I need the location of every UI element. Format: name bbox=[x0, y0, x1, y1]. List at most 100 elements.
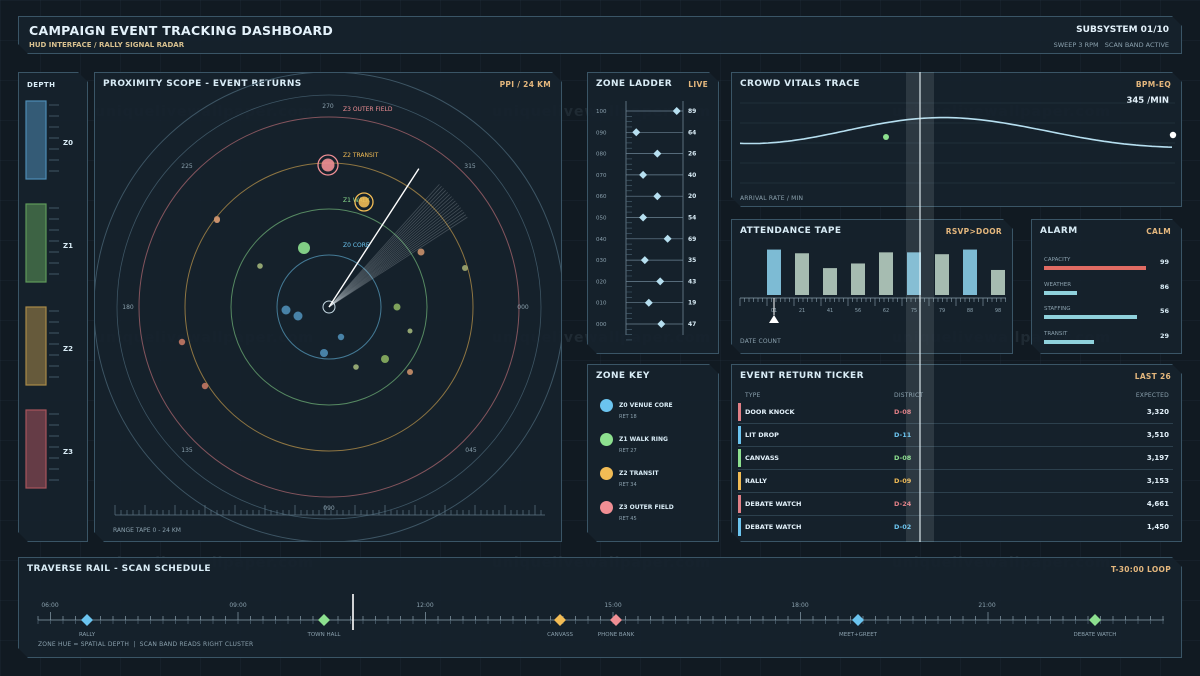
sweep-trail bbox=[329, 208, 461, 307]
radar-blip bbox=[359, 197, 370, 208]
alarm-item-bar bbox=[1044, 315, 1137, 319]
ticker-row-accent bbox=[738, 426, 741, 444]
sweep-trail bbox=[329, 190, 446, 307]
radar-label-transit: Z2 TRANSIT bbox=[343, 152, 379, 159]
attendance-tick-label: 56 bbox=[855, 308, 861, 314]
rail-event-label: CANVASS bbox=[547, 632, 573, 638]
rail-event-marker bbox=[554, 614, 566, 626]
ticker-row-accent bbox=[738, 472, 741, 490]
vitals-tag: BPM-EQ bbox=[1135, 80, 1171, 89]
ladder-marker bbox=[632, 128, 640, 136]
bearing-label: 270 bbox=[322, 103, 334, 110]
ladder-marker bbox=[641, 256, 649, 264]
range-tape-label: RANGE TAPE 0 - 24 KM bbox=[113, 527, 181, 534]
ticker-row-type: LIT DROP bbox=[745, 431, 779, 439]
alarm-item-bar bbox=[1044, 266, 1146, 270]
blip-ring bbox=[355, 193, 373, 211]
attendance-panel: ATTENDANCE TAPE RSVP>DOOR 01214156627579… bbox=[731, 219, 1013, 354]
rail-event-marker bbox=[81, 614, 93, 626]
attendance-tick-label: 98 bbox=[995, 308, 1001, 314]
range-ring-z1 bbox=[231, 209, 427, 405]
sweep-trail bbox=[329, 186, 442, 307]
alarm-item-bar bbox=[1044, 291, 1077, 295]
radar-blip bbox=[298, 242, 310, 254]
radar-blip bbox=[202, 383, 208, 389]
depth-title: DEPTH bbox=[27, 81, 56, 89]
depth-zone-label: Z0 bbox=[63, 139, 73, 147]
sweep-trail bbox=[329, 199, 454, 307]
vitals-title: CROWD VITALS TRACE bbox=[740, 79, 860, 89]
bearing-label: 315 bbox=[464, 163, 476, 170]
ladder-marker bbox=[653, 192, 661, 200]
radar-bezel-inner bbox=[117, 95, 541, 519]
attendance-tick-label: 21 bbox=[799, 308, 805, 314]
ticker-row-accent bbox=[738, 449, 741, 467]
ladder-marker bbox=[664, 235, 672, 243]
zone-key-ret: RET 45 bbox=[619, 516, 637, 522]
attendance-bar bbox=[879, 252, 893, 295]
page-title: CAMPAIGN EVENT TRACKING DASHBOARD bbox=[29, 23, 334, 38]
sweep-beam bbox=[329, 169, 419, 307]
radar-blip bbox=[418, 249, 425, 256]
bearing-label: 045 bbox=[465, 447, 477, 454]
attendance-bar bbox=[767, 250, 781, 295]
radar-tag: PPI / 24 KM bbox=[499, 80, 551, 89]
zone-key-name: Z0 VENUE CORE bbox=[619, 402, 673, 409]
bearing-label: 225 bbox=[181, 163, 193, 170]
rail-event-marker bbox=[318, 614, 330, 626]
ladder-row-value: 54 bbox=[688, 215, 696, 222]
schedule-rail: 06:00 09:00 12:00 15:00 18:00 21:00 RALLY TOWN … bbox=[19, 558, 1183, 659]
bearing-label: 135 bbox=[181, 447, 193, 454]
depth-block-z3 bbox=[26, 410, 46, 488]
rail-event-label: MEET+GREET bbox=[839, 632, 878, 638]
attendance-bar bbox=[907, 252, 921, 295]
ticker-row-expected: 3,153 bbox=[1146, 477, 1169, 485]
range-ring-z0 bbox=[277, 255, 381, 359]
ladder-marker bbox=[645, 299, 653, 307]
ticker-row-district: D-02 bbox=[894, 523, 912, 531]
ladder-row-value: 35 bbox=[688, 257, 696, 264]
subsystem-label: SUBSYSTEM 01/10 bbox=[1076, 25, 1169, 35]
scan-line bbox=[919, 72, 921, 542]
attendance-tag: RSVP>DOOR bbox=[945, 227, 1002, 236]
ladder-marker bbox=[673, 107, 681, 115]
rail-title: TRAVERSE RAIL - SCAN SCHEDULE bbox=[27, 564, 211, 574]
sweep-trail bbox=[329, 217, 467, 307]
rail-time-label: 06:00 bbox=[41, 602, 58, 609]
depth-zone-label: Z2 bbox=[63, 345, 73, 353]
depth-gauge: Z0 Z1 Z2 Z3 bbox=[19, 73, 89, 543]
ticker-row-accent bbox=[738, 518, 741, 536]
bearing-label: 000 bbox=[517, 304, 529, 311]
rail-event-label: DEBATE WATCH bbox=[1074, 632, 1117, 638]
sweep-trail bbox=[329, 194, 450, 307]
ladder-row-label: 070 bbox=[596, 173, 607, 179]
zone-key-swatch bbox=[600, 467, 613, 480]
sweep-trail bbox=[329, 192, 448, 307]
attendance-tick-label: 41 bbox=[827, 308, 833, 314]
attendance-bar bbox=[935, 254, 949, 295]
depth-block-z2 bbox=[26, 307, 46, 385]
range-ring-z3 bbox=[139, 117, 519, 497]
ticker-divider bbox=[738, 492, 1173, 493]
radar-center bbox=[323, 301, 335, 313]
ticker-divider bbox=[738, 446, 1173, 447]
zone-key-name: Z3 OUTER FIELD bbox=[619, 504, 674, 511]
blip-ring bbox=[318, 155, 338, 175]
radar-panel: PROXIMITY SCOPE - EVENT RETURNS PPI / 24… bbox=[94, 72, 562, 542]
attendance-bar bbox=[963, 250, 977, 295]
ticker-row-type: DEBATE WATCH bbox=[745, 500, 802, 508]
radar-blip bbox=[338, 334, 344, 340]
attendance-tick-label: 88 bbox=[967, 308, 973, 314]
vitals-line bbox=[740, 118, 1172, 148]
sweep-trail bbox=[329, 212, 464, 307]
ladder-row-label: 050 bbox=[596, 216, 607, 222]
ticker-row-expected: 3,510 bbox=[1146, 431, 1169, 439]
sweep-trail bbox=[329, 188, 444, 307]
rail-time-label: 09:00 bbox=[229, 602, 246, 609]
vitals-value: 345 /MIN bbox=[1126, 96, 1169, 106]
bearing-label: 090 bbox=[323, 505, 335, 512]
alarm-tag: CALM bbox=[1146, 227, 1171, 236]
radar-blip bbox=[320, 349, 328, 357]
alarm-item-bar bbox=[1044, 340, 1094, 344]
ticker-row-expected: 1,450 bbox=[1146, 523, 1169, 531]
